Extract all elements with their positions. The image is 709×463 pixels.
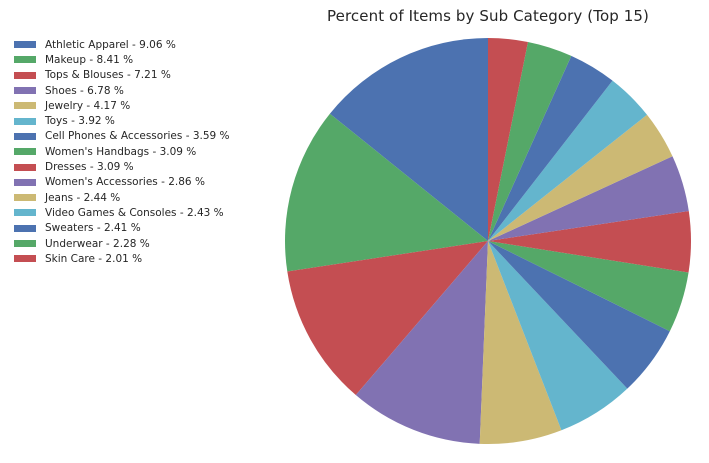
legend-label: Underwear - 2.28 % (45, 237, 150, 250)
legend-label: Tops & Blouses - 7.21 % (45, 69, 171, 82)
pie-slice (287, 241, 488, 396)
pie-slice (488, 38, 528, 241)
legend-swatch (14, 117, 36, 125)
legend-swatch (14, 71, 36, 79)
legend-label: Toys - 3.92 % (45, 115, 115, 128)
legend-swatch (14, 148, 36, 156)
pie-slice (488, 41, 572, 241)
legend-swatch (14, 194, 36, 202)
legend-item: Jewelry - 4.17 % (14, 98, 230, 113)
chart-title: Percent of Items by Sub Category (Top 15… (327, 7, 649, 25)
pie-slice (488, 55, 613, 241)
legend-swatch (14, 163, 36, 171)
legend: Athletic Apparel - 9.06 % Makeup - 8.41 %… (14, 37, 230, 266)
legend-item: Video Games & Consoles - 2.43 % (14, 205, 230, 220)
legend-item: Dresses - 3.09 % (14, 159, 230, 174)
pie-slice (488, 156, 689, 241)
legend-swatch (14, 209, 36, 217)
pie-slice (355, 241, 488, 444)
legend-item: Makeup - 8.41 % (14, 52, 230, 67)
legend-item: Athletic Apparel - 9.06 % (14, 37, 230, 52)
chart-title-area: Percent of Items by Sub Category (Top 15… (0, 0, 709, 30)
legend-item: Sweaters - 2.41 % (14, 221, 230, 236)
legend-item: Jeans - 2.44 % (14, 190, 230, 205)
legend-swatch (14, 255, 36, 263)
pie-slice (488, 114, 673, 241)
legend-item: Cell Phones & Accessories - 3.59 % (14, 129, 230, 144)
legend-item: Toys - 3.92 % (14, 113, 230, 128)
legend-item: Tops & Blouses - 7.21 % (14, 68, 230, 83)
legend-label: Shoes - 6.78 % (45, 84, 124, 97)
legend-swatch (14, 102, 36, 110)
legend-label: Makeup - 8.41 % (45, 53, 134, 66)
legend-swatch (14, 56, 36, 64)
legend-label: Dresses - 3.09 % (45, 161, 134, 174)
legend-label: Women's Handbags - 3.09 % (45, 145, 197, 158)
legend-swatch (14, 240, 36, 247)
legend-item: Women's Accessories - 2.86 % (14, 175, 230, 190)
legend-label: Video Games & Consoles - 2.43 % (45, 206, 224, 219)
legend-swatch (14, 41, 36, 49)
legend-swatch (14, 132, 36, 140)
legend-item: Skin Care - 2.01 % (14, 251, 230, 266)
pie-slice (488, 80, 647, 242)
legend-label: Cell Phones & Accessories - 3.59 % (45, 130, 230, 143)
pie-slice (488, 241, 689, 332)
legend-item: Women's Handbags - 3.09 % (14, 144, 230, 159)
legend-label: Sweaters - 2.41 % (45, 222, 141, 235)
legend-label: Skin Care - 2.01 % (45, 252, 143, 265)
pie-slice (329, 38, 488, 241)
legend-label: Women's Accessories - 2.86 % (45, 176, 205, 189)
legend-item: Underwear - 2.28 % (14, 236, 230, 251)
legend-swatch (14, 224, 36, 232)
pie-slice (284, 113, 488, 272)
legend-swatch (14, 178, 36, 186)
legend-item: Shoes - 6.78 % (14, 83, 230, 98)
legend-label: Jewelry - 4.17 % (45, 99, 131, 112)
pie-slice (488, 241, 670, 389)
pie-slice (488, 241, 628, 431)
legend-label: Athletic Apparel - 9.06 % (45, 38, 176, 51)
legend-label: Jeans - 2.44 % (45, 191, 121, 204)
pie-slice (479, 241, 562, 445)
pie-slice (488, 210, 691, 273)
legend-swatch (14, 87, 36, 95)
